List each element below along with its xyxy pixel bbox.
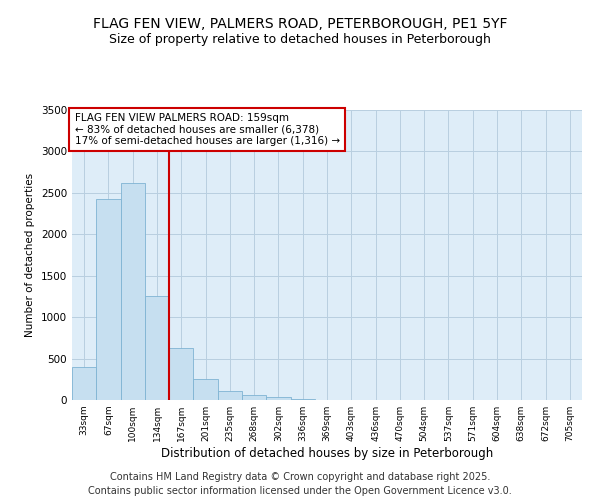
Bar (266, 397, 290, 400)
Bar (121, 183, 145, 400)
Bar (290, 399, 315, 400)
Y-axis label: Number of detached properties: Number of detached properties (25, 173, 35, 337)
Text: FLAG FEN VIEW PALMERS ROAD: 159sqm
← 83% of detached houses are smaller (6,378)
: FLAG FEN VIEW PALMERS ROAD: 159sqm ← 83%… (74, 113, 340, 146)
Bar (218, 392, 242, 400)
Text: Contains HM Land Registry data © Crown copyright and database right 2025.
Contai: Contains HM Land Registry data © Crown c… (88, 472, 512, 496)
Bar (72, 367, 96, 400)
Bar (193, 379, 218, 400)
Bar (169, 348, 193, 400)
X-axis label: Distribution of detached houses by size in Peterborough: Distribution of detached houses by size … (161, 447, 493, 460)
Bar (242, 396, 266, 400)
Text: Size of property relative to detached houses in Peterborough: Size of property relative to detached ho… (109, 32, 491, 46)
Bar (145, 296, 169, 400)
Text: FLAG FEN VIEW, PALMERS ROAD, PETERBOROUGH, PE1 5YF: FLAG FEN VIEW, PALMERS ROAD, PETERBOROUG… (93, 18, 507, 32)
Bar (96, 200, 121, 400)
